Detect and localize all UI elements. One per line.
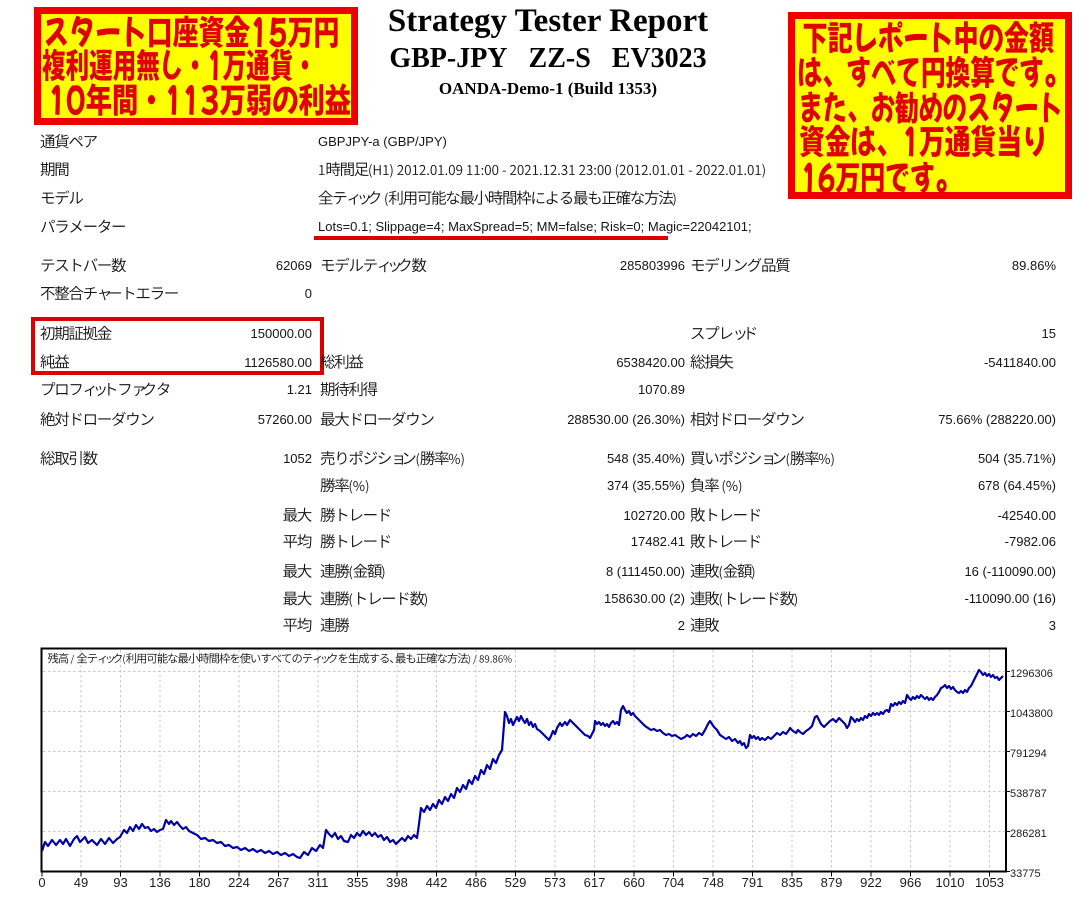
svg-text:355: 355: [347, 875, 369, 890]
svg-text:398: 398: [386, 875, 408, 890]
svg-text:1043800: 1043800: [1010, 708, 1053, 720]
svg-text:529: 529: [505, 875, 527, 890]
svg-text:879: 879: [821, 875, 843, 890]
svg-text:286281: 286281: [1010, 828, 1047, 840]
svg-text:660: 660: [623, 875, 645, 890]
svg-text:538787: 538787: [1010, 788, 1047, 800]
svg-text:180: 180: [189, 875, 211, 890]
svg-text:136: 136: [149, 875, 171, 890]
svg-text:748: 748: [702, 875, 724, 890]
svg-text:835: 835: [781, 875, 803, 890]
svg-text:0: 0: [38, 875, 45, 890]
svg-text:922: 922: [860, 875, 882, 890]
svg-text:93: 93: [113, 875, 127, 890]
svg-text:1296306: 1296306: [1010, 668, 1053, 680]
svg-text:966: 966: [900, 875, 922, 890]
svg-text:617: 617: [584, 875, 606, 890]
svg-text:791: 791: [742, 875, 764, 890]
svg-text:486: 486: [465, 875, 487, 890]
svg-text:33775: 33775: [1010, 868, 1041, 880]
svg-text:442: 442: [426, 875, 448, 890]
svg-text:704: 704: [663, 875, 685, 890]
svg-text:791294: 791294: [1010, 748, 1047, 760]
svg-text:1053: 1053: [975, 875, 1004, 890]
svg-text:49: 49: [74, 875, 88, 890]
svg-text:224: 224: [228, 875, 250, 890]
svg-text:267: 267: [268, 875, 290, 890]
svg-text:573: 573: [544, 875, 566, 890]
svg-text:1010: 1010: [936, 875, 965, 890]
svg-text:311: 311: [308, 875, 329, 890]
